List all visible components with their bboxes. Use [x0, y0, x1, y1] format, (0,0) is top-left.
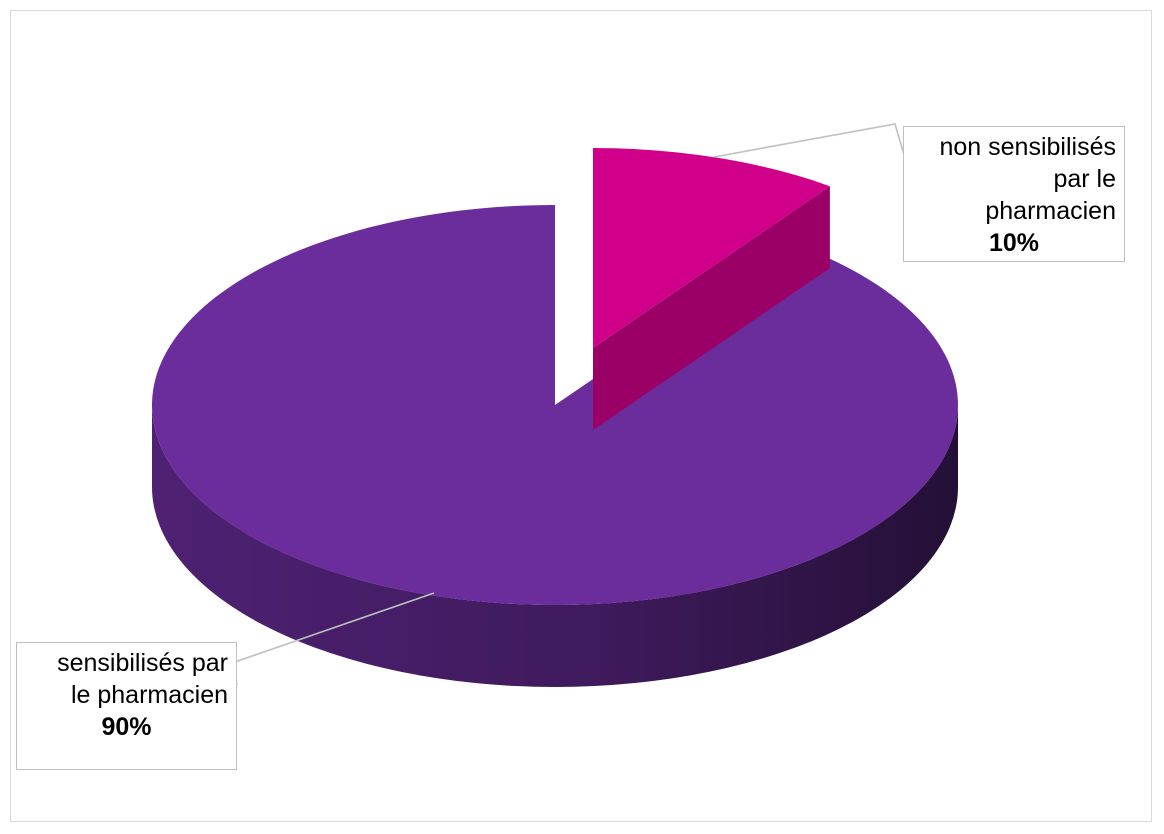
data-label-non-sensibilises: non sensibilisés par le pharmacien 10% [903, 126, 1125, 262]
slice-top-face [152, 205, 958, 605]
label-line: sensibilisés par [57, 649, 228, 677]
label-percent: 90% [101, 713, 152, 741]
slice-side-wall [152, 405, 958, 687]
slice-cut-face [593, 186, 830, 430]
label-line: non sensibilisés [939, 133, 1117, 161]
label-line: par le [1053, 165, 1116, 193]
slice-top-face [593, 148, 830, 348]
label-line: le pharmacien [70, 681, 228, 709]
slice-non-sensibilises [593, 148, 830, 430]
label-line: pharmacien [985, 197, 1116, 225]
data-label-sensibilises: sensibilisés par le pharmacien 90% [16, 642, 237, 770]
label-percent: 10% [988, 229, 1040, 257]
leader-line-non-sensibilises [713, 123, 906, 159]
slice-sensibilises [152, 205, 958, 687]
